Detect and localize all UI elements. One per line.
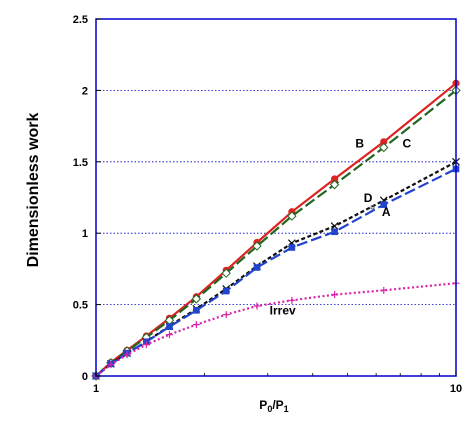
data-point-d	[330, 222, 339, 230]
data-point-irrev	[331, 291, 339, 299]
data-point-a	[288, 244, 296, 251]
series-label-b: B	[355, 137, 364, 151]
series-d	[92, 157, 460, 380]
y-tick-label: 2.5	[73, 14, 88, 26]
y-tick-label: 1.5	[73, 157, 88, 169]
data-point-b	[330, 175, 339, 183]
series-line-irrev	[95, 282, 457, 377]
data-point-b	[380, 138, 388, 146]
data-point-a	[222, 287, 230, 295]
y-tick-label: 1	[82, 228, 88, 240]
labels: 0 0.5 1 1.5 2 2.5 1 10 B C DA Irrev	[73, 14, 462, 395]
data-point-c	[191, 294, 202, 304]
data-point-c	[287, 211, 297, 221]
y-tick-label: 2	[82, 85, 88, 97]
data-point-c	[329, 179, 340, 190]
data-point-irrev	[253, 302, 261, 310]
plot-frame	[95, 18, 457, 377]
series-label-a: A	[382, 205, 391, 219]
x-tick-label: 10	[450, 383, 462, 395]
data-point-irrev	[142, 341, 150, 349]
y-tick-label: 0.5	[73, 300, 88, 312]
tick-marks	[95, 18, 457, 377]
data-point-a	[253, 264, 261, 271]
series-a	[92, 165, 460, 380]
y-tick-label: 0	[82, 371, 88, 383]
data-point-irrev	[107, 361, 115, 369]
series-label-irrev: Irrev	[270, 304, 296, 318]
data-point-irrev	[123, 351, 131, 359]
data-point-irrev	[380, 286, 388, 294]
x-axis-title-mid: /P	[272, 398, 283, 412]
series-layer	[91, 79, 461, 381]
series-label-d: D	[364, 191, 373, 205]
series-label-c: C	[402, 137, 411, 151]
data-point-a	[331, 228, 338, 236]
data-point-c	[252, 241, 262, 251]
y-axis-title: Dimensionless work	[25, 113, 42, 268]
data-point-irrev	[288, 296, 296, 304]
data-point-a	[166, 323, 173, 331]
grid	[96, 90, 456, 306]
data-point-c	[221, 268, 231, 278]
data-point-c	[379, 142, 389, 153]
x-axis-title-base: P	[259, 398, 267, 412]
data-point-irrev	[165, 331, 173, 339]
x-axis-title-sub1: 1	[284, 404, 289, 414]
x-axis-title-sub0: 0	[267, 404, 272, 414]
data-point-a	[193, 307, 200, 314]
x-axis-title: P0/P1	[259, 398, 288, 414]
series-label-marker-d	[370, 205, 375, 210]
data-point-a	[380, 201, 388, 208]
data-point-irrev	[192, 321, 200, 329]
data-point-irrev	[222, 311, 230, 319]
x-tick-label: 1	[93, 383, 99, 395]
series-irrev	[92, 279, 460, 380]
